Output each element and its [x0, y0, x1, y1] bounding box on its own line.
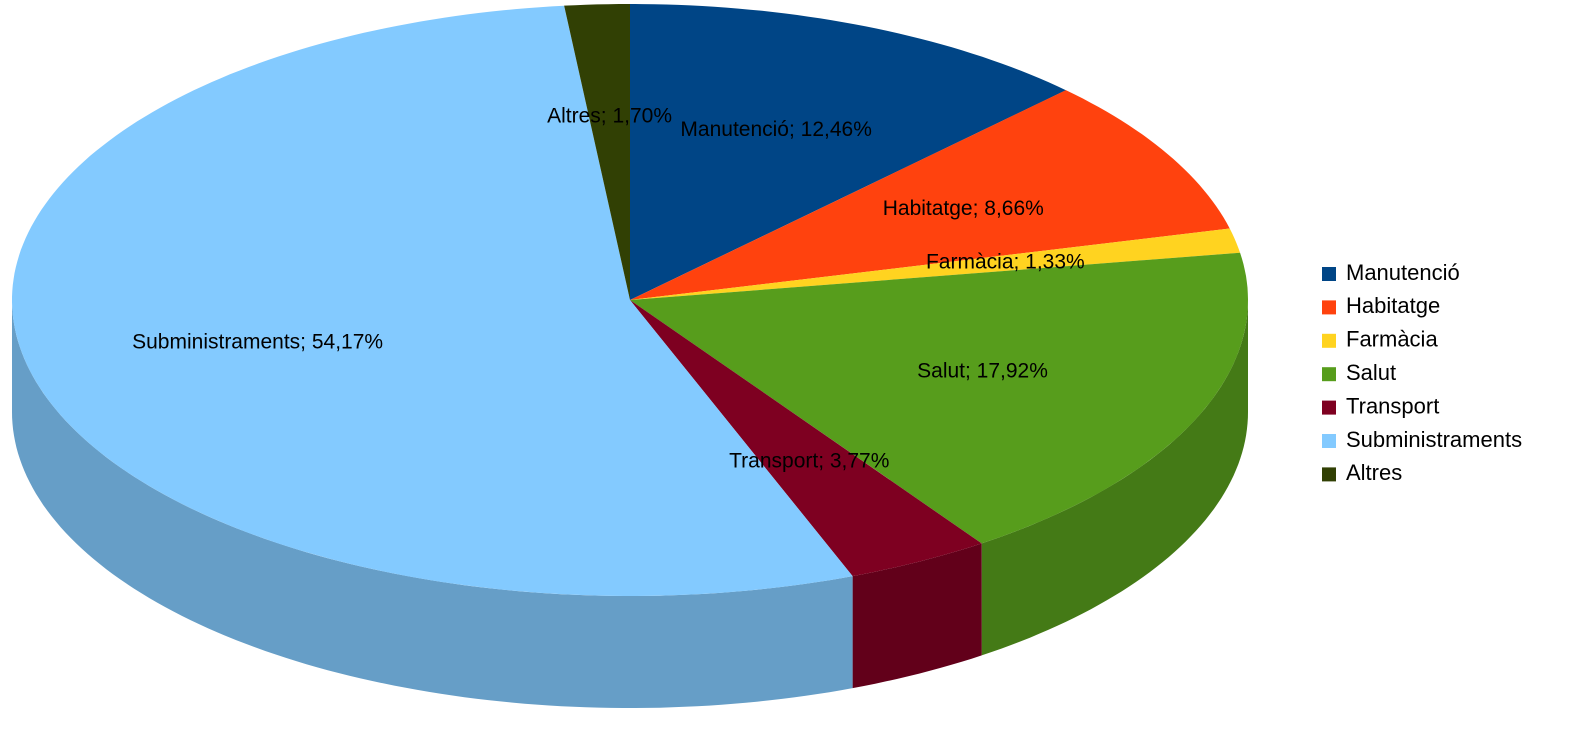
slice-side	[852, 543, 982, 689]
data-label: Farmàcia; 1,33%	[926, 251, 1085, 274]
legend-label: Manutenció	[1346, 260, 1460, 285]
slice	[12, 5, 853, 596]
legend-label: Habitatge	[1346, 293, 1440, 318]
data-label: Manutenció; 12,46%	[680, 118, 871, 141]
data-label: Subministraments; 54,17%	[132, 331, 383, 354]
slice	[630, 90, 1230, 301]
slice	[630, 228, 1241, 300]
legend-swatch	[1322, 267, 1336, 281]
legend-swatch	[1322, 300, 1336, 315]
legend-swatch	[1322, 434, 1336, 448]
legend-label: Subministraments	[1346, 427, 1522, 452]
legend-label: Transport	[1346, 393, 1439, 418]
data-label: Habitatge; 8,66%	[883, 197, 1044, 220]
slice-side	[12, 300, 853, 708]
legend-label: Salut	[1346, 360, 1396, 385]
slice	[630, 4, 1066, 300]
legend-swatch	[1322, 333, 1336, 348]
legend-swatch	[1322, 467, 1336, 482]
legend-swatch	[1322, 367, 1336, 382]
slice-side	[981, 300, 1248, 656]
slice	[630, 300, 982, 577]
slice	[630, 252, 1248, 544]
legend-swatch	[1322, 400, 1336, 415]
legend-label: Farmàcia	[1346, 327, 1438, 352]
data-label: Transport; 3,77%	[729, 450, 889, 473]
data-label: Altres; 1,70%	[547, 104, 672, 127]
legend-label: Altres	[1346, 460, 1402, 485]
slice	[564, 4, 630, 300]
data-label: Salut; 17,92%	[917, 359, 1048, 382]
